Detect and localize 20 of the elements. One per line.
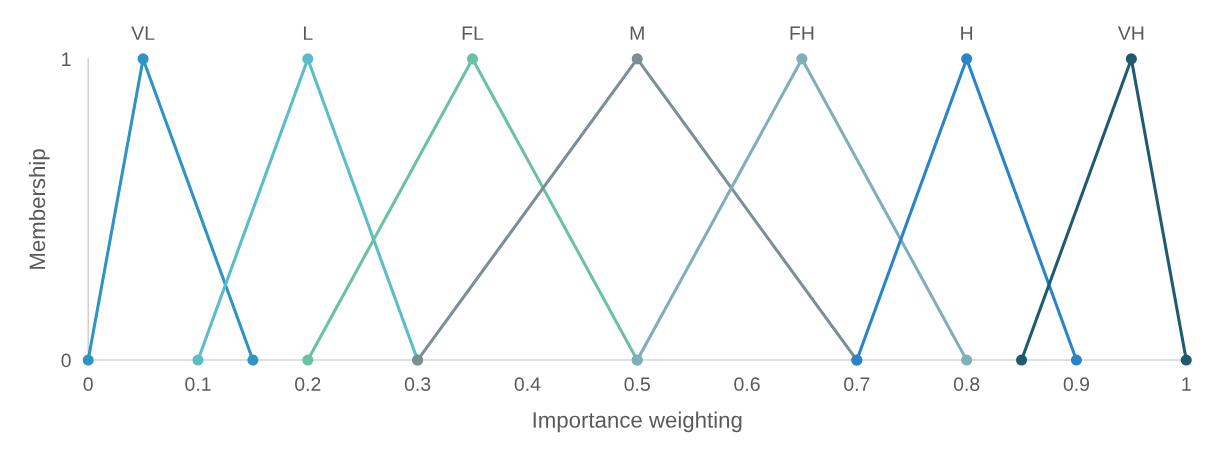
x-tick-label: 0.3: [404, 377, 431, 392]
series-label: FL: [462, 26, 484, 40]
x-tick-label: 0.4: [514, 377, 541, 392]
x-tick-label: 1: [1182, 377, 1191, 391]
series-label: VL: [131, 26, 155, 40]
series-label: M: [630, 26, 644, 40]
y-axis-title: Membership: [28, 149, 50, 269]
x-tick-label: 0.5: [624, 377, 650, 392]
x-tick-label: 0.7: [844, 377, 870, 392]
x-tick-label: 0.1: [185, 377, 211, 392]
x-axis-title: Importance weighting: [533, 411, 742, 433]
series-label: VH: [1117, 26, 1144, 40]
x-tick-label: 0.2: [295, 377, 321, 392]
x-tick-label: 0.6: [734, 377, 760, 392]
series-label: H: [961, 26, 973, 40]
series-label: L: [303, 26, 313, 40]
x-tick-label: 0.9: [1063, 377, 1090, 392]
x-tick-label: 0: [83, 377, 93, 392]
series-label: FH: [790, 26, 814, 40]
x-tick-label: 0.8: [953, 377, 980, 392]
